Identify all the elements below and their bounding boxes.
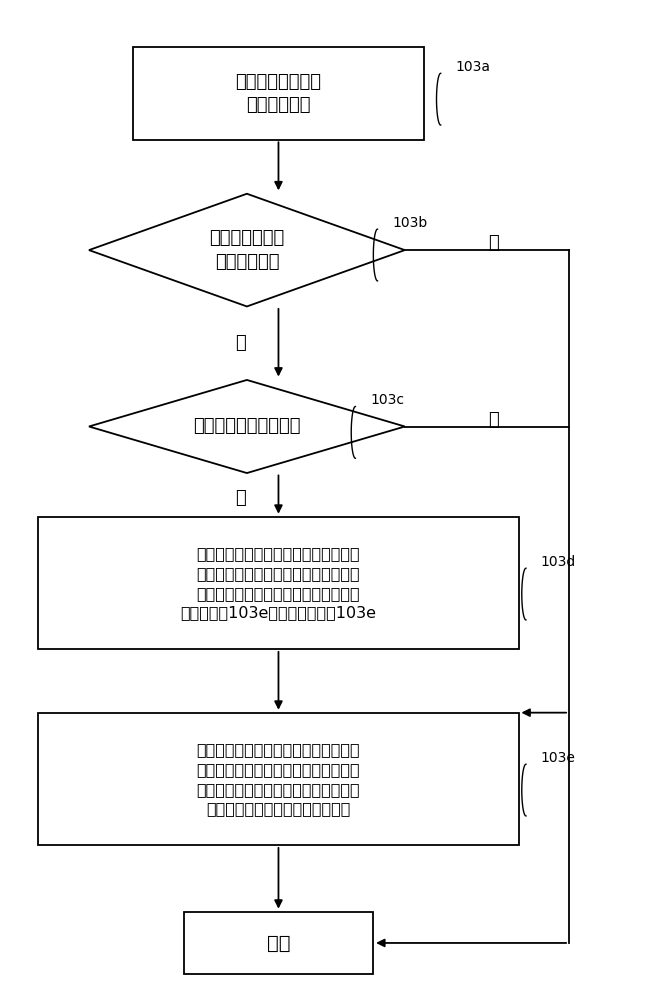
Text: 103d: 103d [541,555,576,569]
Text: 如果第一丢失帧的前一帧时域信号不为
解码端正确解码得到的时域信号，则先
对估计得到的基音周期估计值进行调整
，然后执行103e，否则直接执行103e: 如果第一丢失帧的前一帧时域信号不为 解码端正确解码得到的时域信号，则先 对估计得… [180,546,376,620]
Text: 103b: 103b [392,216,428,230]
FancyBboxPatch shape [38,517,519,649]
Text: 对第一丢失帧进行
基音周期估计: 对第一丢失帧进行 基音周期估计 [236,73,322,114]
Text: 103a: 103a [455,60,490,74]
Text: 103c: 103c [370,393,404,407]
Text: 第一丢失帧的基
音周期不可用: 第一丢失帧的基 音周期不可用 [209,229,284,271]
Text: 是否存在短基因周期？: 是否存在短基因周期？ [193,418,301,436]
FancyBboxPatch shape [133,47,424,140]
Polygon shape [89,194,405,306]
Text: 否: 否 [235,334,246,352]
Text: 是: 是 [488,234,499,252]
Text: 103e: 103e [541,751,576,765]
FancyBboxPatch shape [184,912,373,974]
Polygon shape [89,380,405,473]
Text: 使用第一丢失帧的前一帧时域信号的最
后一个基音周期的波形和第一丢失帧初
始补偿信号的第一个基音周期的波形对
初始补偿信号进行第一类波形调整: 使用第一丢失帧的前一帧时域信号的最 后一个基音周期的波形和第一丢失帧初 始补偿信… [197,742,361,816]
FancyBboxPatch shape [38,713,519,845]
Text: 否: 否 [235,489,246,507]
Text: 是: 是 [488,411,499,429]
Text: 结束: 结束 [266,933,290,952]
